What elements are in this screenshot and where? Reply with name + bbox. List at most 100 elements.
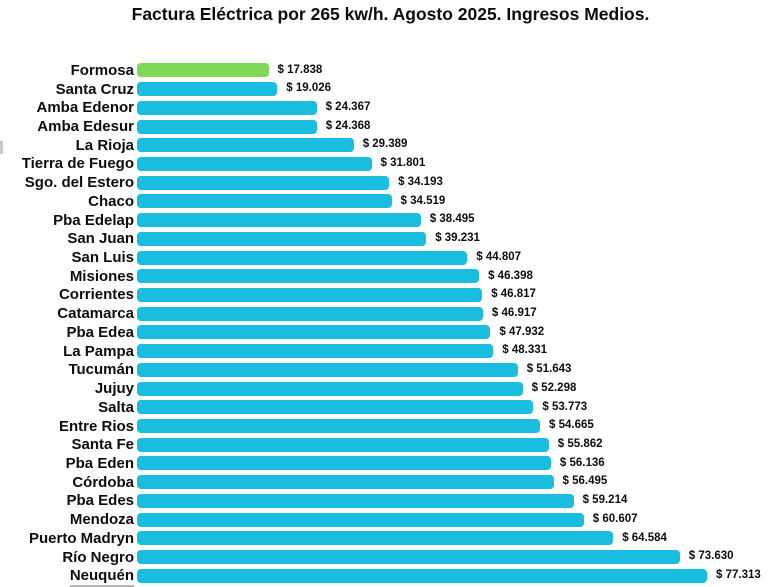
bar [137, 287, 483, 302]
bar [137, 362, 518, 377]
chart-row: Amba Edenor $ 24.367 [0, 98, 781, 117]
category-label: Puerto Madryn [28, 529, 134, 547]
chart-row: Río Negro $ 73.630 [0, 548, 781, 567]
bar [137, 419, 540, 434]
category-label: Sgo. del Estero [24, 174, 134, 192]
value-label: $ 39.231 [435, 232, 480, 245]
bar [137, 437, 549, 452]
category-label: Pba Edes [66, 492, 134, 510]
category-label: San Juan [67, 230, 134, 248]
category-label: La Pampa [63, 342, 134, 360]
value-label: $ 46.398 [488, 269, 533, 282]
chart-row: Santa Cruz $ 19.026 [0, 80, 781, 99]
value-label: $ 52.298 [531, 381, 577, 394]
chart-row: Pba Eden $ 56.136 [0, 454, 781, 473]
chart-row: Chaco $ 34.519 [0, 192, 781, 211]
category-label: Pba Edelap [53, 211, 134, 229]
category-label: Misiones [69, 267, 134, 285]
category-label: Río Negro [62, 548, 134, 566]
chart-row: Pba Edes $ 59.214 [0, 492, 781, 511]
value-label: $ 60.607 [592, 512, 638, 525]
chart-row: Neuquén $ 77.313 [0, 566, 781, 587]
bar [137, 344, 494, 359]
bar [137, 250, 468, 265]
category-label: Amba Edenor [36, 99, 134, 117]
category-label: Catamarca [57, 305, 134, 323]
chart-row: Tierra de Fuego $ 31.801 [0, 155, 781, 174]
chart-row: Entre Rios $ 54.665 [0, 417, 781, 436]
category-label: Mendoza [69, 511, 134, 529]
bar [137, 531, 614, 546]
category-label: Santa Cruz [55, 80, 134, 98]
chart-row: Catamarca $ 46.917 [0, 304, 781, 323]
value-label: $ 17.838 [277, 63, 323, 76]
bar [137, 82, 278, 97]
bar [137, 550, 680, 565]
bar [137, 119, 317, 134]
category-label: Tucumán [68, 361, 134, 379]
category-label: Formosa [70, 61, 134, 79]
chart-row: Sgo. del Estero $ 34.193 [0, 173, 781, 192]
bar [137, 456, 551, 471]
chart-row: Salta $ 53.773 [0, 398, 781, 417]
value-label: $ 56.136 [559, 456, 605, 469]
chart-row: Misiones $ 46.398 [0, 267, 781, 286]
bar [137, 269, 480, 284]
bar [137, 475, 554, 490]
category-label: San Luis [71, 249, 134, 267]
category-label: Pba Edea [66, 323, 134, 341]
value-label: $ 46.817 [491, 288, 536, 301]
value-label: $ 29.389 [362, 138, 408, 151]
value-label: $ 38.495 [429, 213, 475, 226]
chart-row: La Rioja $ 29.389 [0, 136, 781, 155]
category-label: Jujuy [94, 380, 134, 398]
chart-row: Jujuy $ 52.298 [0, 379, 781, 398]
chart-row: Pba Edea $ 47.932 [0, 323, 781, 342]
category-label: Entre Rios [58, 417, 134, 435]
value-label: $ 51.643 [526, 363, 572, 376]
value-label: $ 77.313 [716, 569, 761, 582]
value-label: $ 56.495 [562, 475, 608, 488]
bar [137, 325, 491, 340]
category-label: Amba Edesur [37, 118, 134, 136]
category-label: Chaco [88, 192, 134, 210]
bar [137, 512, 584, 527]
bar [137, 175, 390, 190]
value-label: $ 24.367 [325, 101, 371, 114]
bar [137, 306, 483, 321]
chart-row: Santa Fe $ 55.862 [0, 435, 781, 454]
chart-row: Pba Edelap $ 38.495 [0, 211, 781, 230]
bar [137, 194, 392, 209]
bar [137, 213, 421, 228]
bar [137, 156, 372, 171]
chart-row: Amba Edesur $ 24.368 [0, 117, 781, 136]
value-label: $ 55.862 [557, 437, 603, 450]
chart-row: San Luis $ 44.807 [0, 248, 781, 267]
bar-chart: Formosa $ 17.838 Santa Cruz $ 19.026 Amba Ed… [0, 61, 781, 587]
value-label: $ 64.584 [622, 531, 667, 544]
value-label: $ 31.801 [380, 157, 426, 170]
value-label: $ 54.665 [549, 419, 594, 432]
chart-row: Puerto Madryn $ 64.584 [0, 529, 781, 548]
category-label: Neuquén [0, 567, 134, 587]
chart-row: Corrientes $ 46.817 [0, 286, 781, 305]
category-label: Córdoba [72, 473, 134, 491]
bar [137, 400, 534, 415]
value-label: $ 46.917 [491, 306, 537, 319]
category-label: La Rioja [75, 136, 134, 154]
value-label: $ 47.932 [499, 325, 545, 338]
value-label: $ 73.630 [688, 550, 734, 563]
bar [137, 138, 354, 153]
category-label: Salta [98, 398, 134, 416]
chart-row: Formosa $ 17.838 [0, 61, 781, 80]
chart-row: Córdoba $ 56.495 [0, 473, 781, 492]
value-label: $ 19.026 [286, 82, 332, 95]
bar [137, 63, 269, 78]
category-label: Pba Eden [65, 454, 134, 472]
value-label: $ 59.214 [582, 494, 628, 507]
value-label: $ 48.331 [502, 344, 548, 357]
bar [137, 100, 317, 115]
value-label: $ 34.193 [398, 175, 443, 188]
bar [137, 568, 707, 583]
chart-title: Factura Eléctrica por 265 kw/h. Agosto 2… [131, 4, 650, 24]
